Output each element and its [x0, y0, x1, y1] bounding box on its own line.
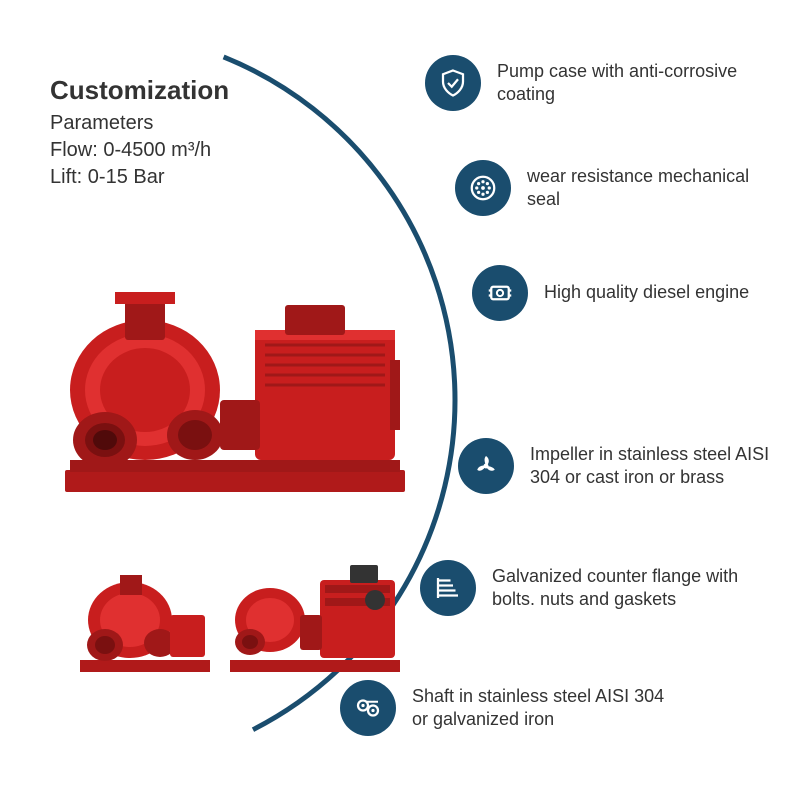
pump-image-small-2	[225, 550, 405, 675]
feature-item-shield: Pump case with anti-corrosive coating	[425, 55, 757, 111]
engine-icon	[472, 265, 528, 321]
seal-icon	[455, 160, 511, 216]
title: Customization	[50, 75, 229, 106]
shaft-icon	[340, 680, 396, 736]
feature-text: wear resistance mechanical seal	[527, 165, 787, 212]
lift-label: Lift: 0-15 Bar	[50, 164, 229, 191]
flow-label: Flow: 0-4500 m³/h	[50, 137, 229, 164]
subtitle: Parameters	[50, 110, 229, 137]
feature-text: High quality diesel engine	[544, 281, 749, 304]
feature-item-flange: Galvanized counter flange with bolts. nu…	[420, 560, 752, 616]
infographic-container: Customization Parameters Flow: 0-4500 m³…	[0, 0, 800, 800]
feature-item-engine: High quality diesel engine	[472, 265, 749, 321]
feature-text: Pump case with anti-corrosive coating	[497, 60, 757, 107]
feature-text: Galvanized counter flange with bolts. nu…	[492, 565, 752, 612]
impeller-icon	[458, 438, 514, 494]
feature-text: Shaft in stainless steel AISI 304 or gal…	[412, 685, 672, 732]
feature-item-seal: wear resistance mechanical seal	[455, 160, 787, 216]
feature-text: Impeller in stainless steel AISI 304 or …	[530, 443, 790, 490]
header-block: Customization Parameters Flow: 0-4500 m³…	[50, 75, 229, 191]
feature-item-impeller: Impeller in stainless steel AISI 304 or …	[458, 438, 790, 494]
feature-item-shaft: Shaft in stainless steel AISI 304 or gal…	[340, 680, 672, 736]
flange-icon	[420, 560, 476, 616]
pump-image-large	[55, 270, 415, 500]
pump-image-small-1	[75, 565, 215, 675]
shield-icon	[425, 55, 481, 111]
